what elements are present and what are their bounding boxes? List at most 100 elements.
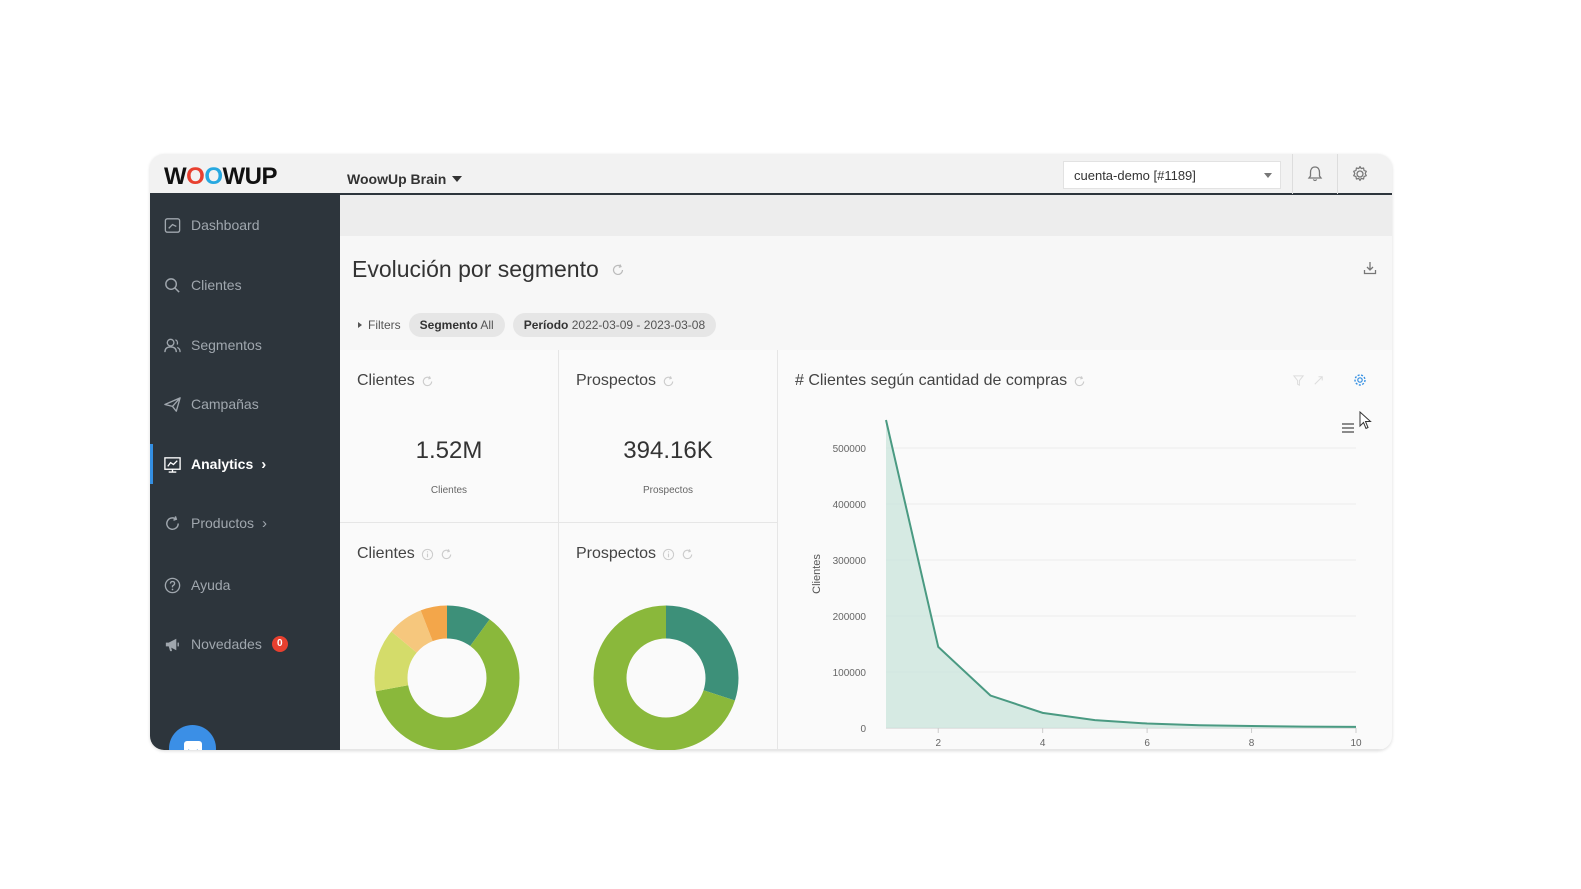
sidebar-item-dashboard[interactable]: Dashboard: [150, 205, 340, 245]
bell-icon[interactable]: [1305, 164, 1325, 184]
info-icon[interactable]: [662, 548, 675, 561]
card-title-text: Clientes: [357, 545, 415, 562]
dashboard-icon: [164, 217, 181, 233]
caret-down-icon: [1264, 173, 1272, 178]
settings-icon[interactable]: [1353, 373, 1367, 387]
top-bar: WOOWUP WoowUp Brain cuenta-demo [#1189]: [150, 154, 1392, 195]
y-tick-label: 200000: [833, 612, 867, 623]
logo-letter: WUP: [222, 163, 278, 190]
kpi-sublabel: Prospectos: [642, 485, 694, 496]
sidebar-item-productos[interactable]: Productos ›: [150, 503, 340, 543]
app-window: WOOWUP WoowUp Brain cuenta-demo [#1189] …: [150, 154, 1392, 750]
megaphone-icon: [165, 638, 179, 651]
caret-right-icon: [358, 322, 362, 328]
chart-card-compras: # Clientes según cantidad de compras 0 10…: [778, 350, 1392, 750]
page-title-text: Evolución por segmento: [352, 256, 599, 282]
donut-card-clientes: Clientes: [340, 523, 559, 750]
sidebar-item-ayuda[interactable]: Ayuda: [150, 565, 340, 605]
divider: [1292, 154, 1293, 194]
card-title-text: Prospectos: [576, 545, 657, 562]
y-tick-label: 500000: [833, 444, 867, 455]
sidebar-item-label: Campañas: [191, 396, 259, 412]
card-title-text: Prospectos: [576, 372, 657, 389]
card-title: Prospectos: [576, 372, 675, 390]
help-icon: [164, 577, 181, 593]
product-menu-label: WoowUp Brain: [347, 171, 447, 187]
refresh-icon[interactable]: [681, 548, 694, 561]
card-title-text: Clientes: [357, 372, 415, 389]
area-fill: [886, 420, 1356, 728]
woowup-logo[interactable]: WOOWUP: [164, 163, 277, 191]
sidebar-item-label: Clientes: [191, 277, 242, 293]
card-title: Clientes: [357, 545, 453, 563]
refresh-icon[interactable]: [421, 375, 434, 388]
donut-chart-clientes: [374, 605, 520, 750]
card-title: Clientes: [357, 372, 434, 390]
donut-clientes-slice[interactable]: [374, 605, 520, 750]
chevron-right-icon: ›: [261, 455, 267, 473]
x-tick-label: 10: [1350, 738, 1362, 749]
y-tick-label: 400000: [833, 500, 867, 511]
divider: [1337, 154, 1338, 194]
filter-chip-segmento[interactable]: Segmento All: [408, 313, 505, 337]
y-tick-label: 300000: [833, 556, 867, 567]
caret-down-icon: [452, 176, 463, 182]
refresh-icon[interactable]: [440, 548, 453, 561]
chip-value: 2022-03-09 - 2023-03-08: [571, 318, 706, 332]
gear-icon[interactable]: [1350, 164, 1370, 184]
chip-value: All: [480, 318, 494, 332]
sidebar-item-segmentos[interactable]: Segmentos: [150, 325, 340, 365]
mouse-cursor-icon: [1359, 411, 1372, 430]
chat-launcher-button[interactable]: [169, 725, 216, 750]
main-content: Evolución por segmento Filters Segmento …: [340, 195, 1392, 750]
sidebar-item-label: Analytics: [191, 456, 254, 472]
donut-card-prospectos: Prospectos: [559, 523, 778, 750]
filter-icon[interactable]: [1292, 374, 1305, 387]
logo-letter: O: [204, 163, 223, 190]
refresh-icon[interactable]: [611, 263, 625, 277]
sidebar-item-label: Ayuda: [191, 577, 231, 593]
chevron-right-icon: ›: [262, 514, 268, 532]
filter-chip-periodo[interactable]: Período 2022-03-09 - 2023-03-08: [512, 313, 717, 337]
donut-prospectos-slice[interactable]: [593, 605, 739, 750]
sidebar-item-label: Productos: [191, 515, 255, 531]
paper-plane-icon: [164, 396, 181, 412]
refresh-icon[interactable]: [1073, 375, 1086, 388]
sidebar-item-campanas[interactable]: Campañas: [150, 384, 340, 424]
y-tick-label: 100000: [833, 668, 867, 679]
donut-clientes-slice[interactable]: [374, 605, 520, 750]
account-select-value: cuenta-demo [#1189]: [1074, 168, 1196, 183]
chat-icon: [183, 740, 202, 750]
card-title: Prospectos: [576, 545, 694, 563]
sidebar-item-novedades[interactable]: Novedades 0: [150, 624, 340, 664]
logo-letter: O: [186, 163, 205, 190]
kpi-value: 394.16K: [623, 437, 713, 464]
info-icon[interactable]: [421, 548, 434, 561]
product-menu[interactable]: WoowUp Brain: [347, 171, 463, 187]
donut-clientes-slice[interactable]: [374, 605, 520, 750]
refresh-icon[interactable]: [662, 375, 675, 388]
kpi-card-clientes: Clientes 1.52M Clientes: [340, 350, 559, 523]
logo-letter: W: [164, 163, 187, 190]
download-icon[interactable]: [1362, 260, 1378, 276]
sidebar-item-label: Novedades: [191, 636, 262, 652]
x-tick-label: 6: [1144, 738, 1150, 749]
filters-label: Filters: [368, 318, 401, 332]
series-line[interactable]: [885, 419, 1357, 728]
hamburger-menu-icon[interactable]: [1341, 422, 1355, 434]
page-header: Evolución por segmento Filters Segmento …: [340, 236, 1392, 350]
notification-badge: 0: [271, 636, 288, 652]
x-tick-label: 8: [1249, 738, 1255, 749]
y-tick-label: 0: [860, 724, 866, 735]
area-chart: 0 100000 200000 300000 400000 500000 2 4 6 8 10 Cli…: [811, 419, 1362, 749]
sidebar-item-label: Dashboard: [191, 217, 260, 233]
account-select[interactable]: cuenta-demo [#1189]: [1063, 161, 1281, 189]
x-tick-label: 4: [1040, 738, 1046, 749]
filters-toggle[interactable]: Filters: [352, 318, 401, 332]
page-title: Evolución por segmento: [352, 256, 625, 283]
sidebar-item-label: Segmentos: [191, 337, 262, 353]
sidebar-item-clientes[interactable]: Clientes: [150, 265, 340, 305]
expand-icon[interactable]: [1312, 374, 1325, 387]
sidebar-item-analytics[interactable]: Analytics ›: [150, 444, 340, 484]
y-axis-label: Clientes: [811, 554, 823, 594]
